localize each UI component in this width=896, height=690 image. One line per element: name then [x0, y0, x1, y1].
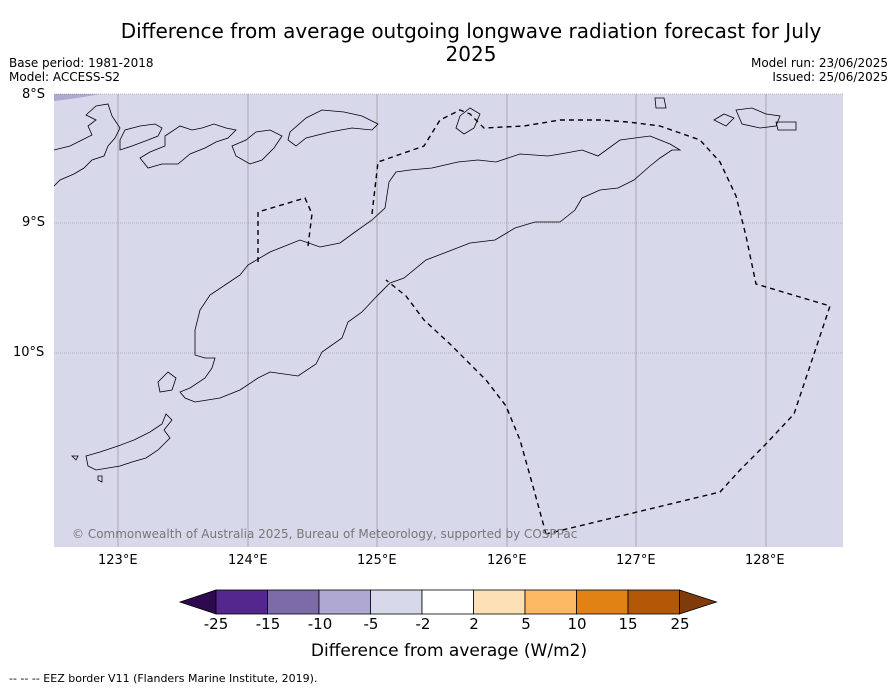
- eez-south: [385, 279, 547, 535]
- colorbar-tick: -5: [363, 615, 379, 633]
- eez-east-timor: [371, 109, 831, 535]
- model-name: Model: ACCESS-S2: [9, 70, 121, 84]
- colorbar-tick: -10: [307, 615, 333, 633]
- island-7: [775, 121, 797, 131]
- colorbar-tick: 15: [618, 615, 638, 633]
- lat-label-10s: 10°S: [13, 345, 45, 360]
- lon-label-124e: 124°E: [228, 553, 268, 568]
- lon-label-126e: 126°E: [487, 553, 527, 568]
- colorbar-tick: -15: [255, 615, 281, 633]
- island-4: [654, 97, 667, 109]
- alor-coast: [287, 109, 379, 147]
- model-run: Model run: 23/06/2025: [750, 56, 888, 70]
- base-period: Base period: 1981-2018: [9, 56, 154, 70]
- colorbar-tick: 2: [469, 615, 479, 633]
- copyright-notice: © Commonwealth of Australia 2025, Bureau…: [72, 527, 578, 541]
- eez-oecusse: [257, 197, 313, 262]
- meta-right: Model run: 23/06/2025 Issued: 25/06/2025: [751, 56, 888, 84]
- island-5: [713, 113, 735, 127]
- atauro-coast: [455, 107, 481, 135]
- colorbar-tick: 10: [567, 615, 587, 633]
- anomaly-patch: [54, 94, 100, 101]
- island-2: [139, 123, 237, 169]
- lon-label-128e: 128°E: [745, 553, 785, 568]
- colorbar-tick: -25: [203, 615, 229, 633]
- timor-coast: [179, 135, 682, 403]
- colorbar-tick: -2: [415, 615, 431, 633]
- map-title: Difference from average outgoing longwav…: [120, 19, 822, 66]
- colorbar-tick: 5: [521, 615, 531, 633]
- savu-coast: [71, 455, 79, 461]
- lat-label-8s: 8°S: [22, 87, 46, 102]
- meta-left: Base period: 1981-2018 Model: ACCESS-S2: [9, 56, 154, 84]
- lon-label-127e: 127°E: [616, 553, 656, 568]
- lat-label-9s: 9°S: [22, 215, 46, 230]
- eez-footnote: -- -- -- EEZ border V11 (Flanders Marine…: [9, 672, 318, 685]
- map-area: [54, 94, 843, 547]
- gridlines: [54, 93, 843, 547]
- issued-date: Issued: 25/06/2025: [772, 70, 888, 84]
- coastlines: [53, 97, 797, 483]
- flores-coast: [53, 103, 121, 187]
- island-3: [231, 129, 283, 165]
- island-1: [119, 123, 163, 151]
- lon-label-125e: 125°E: [357, 553, 397, 568]
- semau-coast: [157, 371, 177, 393]
- colorbar-label: Difference from average (W/m2): [310, 641, 588, 661]
- colorbar-tick: 25: [670, 615, 690, 633]
- islet-1: [97, 475, 103, 483]
- eez-borders: [257, 109, 831, 535]
- island-6: [735, 107, 781, 129]
- rote-coast: [85, 413, 173, 471]
- lon-label-123e: 123°E: [98, 553, 138, 568]
